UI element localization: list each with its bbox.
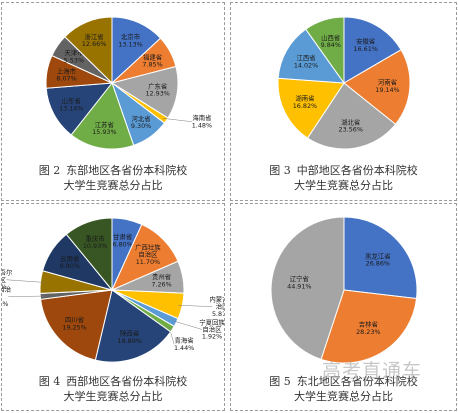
pie-leader-line-9 xyxy=(6,279,45,283)
caption-title: 东部地区各省份本科院校 xyxy=(66,164,188,177)
caption-east-line1: 图 2 东部地区各省份本科院校 xyxy=(2,163,224,178)
pie-slice-label-4: 宁夏回族自治区 1.92% xyxy=(199,317,224,340)
watermark-text: 高考直通车 xyxy=(322,360,423,382)
pie-slice-9 xyxy=(64,16,113,85)
caption-title: 东北地区各省份本科院校 xyxy=(296,375,418,388)
pie-slice-label-5: 江苏省 15.93% xyxy=(92,120,116,136)
pie-slice-label-5: 山西省 9.84% xyxy=(321,33,341,49)
pie-slice-1 xyxy=(320,289,418,364)
pie-slice-3 xyxy=(277,77,345,139)
pie-slice-4 xyxy=(277,28,346,84)
pie-panel-northeast: 黑龙江省 26.86% 吉林省 28.23% 辽宁省 44.91% 图 5 东北地区各省份本… xyxy=(230,203,457,411)
caption-subtitle: 大学生竞赛总分占比 xyxy=(294,179,393,192)
pie-slice-6 xyxy=(45,82,114,136)
pie-slice-label-4: 江西省 14.02% xyxy=(294,53,318,69)
pie-slice-label-3: 海南省 1.48% xyxy=(192,113,212,129)
pie-leader-line-3 xyxy=(178,305,213,307)
pie-slice-label-5: 青海省 1.44% xyxy=(174,336,194,352)
pie-leader-line-4 xyxy=(172,320,203,330)
pie-slice-label-1: 河南省 19.14% xyxy=(375,78,399,94)
pie-slice-label-6: 陕西省 18.89% xyxy=(118,329,142,345)
caption-title: 中部地区各省份本科院校 xyxy=(296,164,418,177)
pie-leader-line-8 xyxy=(8,295,45,297)
caption-west: 图 4 西部地区各省份本科院校 大学生竞赛总分占比 xyxy=(2,374,224,404)
caption-central: 图 3 中部地区各省份本科院校 大学生竞赛总分占比 xyxy=(231,163,456,193)
caption-title: 西部地区各省份本科院校 xyxy=(66,375,188,388)
pie-chart-east: 北京市 13.13%福建省 7.85% 广东省 12.93% 海南省 1.48% 河北省 9.3… xyxy=(45,16,212,150)
pie-slice-label-11: 重庆市 10.93% xyxy=(83,234,107,250)
pie-panel-central: 安徽省 16.61% 河南省 19.14% 湖北省 23.56% 湖南省 16.82% 江西省 1… xyxy=(230,2,457,201)
pie-slice-label-7: 四川省 19.25% xyxy=(62,315,86,331)
pie-slice-label-2: 广东省 12.93% xyxy=(145,81,169,97)
caption-east: 图 2 东部地区各省份本科院校 大学生竞赛总分占比 xyxy=(2,163,224,193)
pie-slice-label-8: 天津市 5.53% xyxy=(64,48,84,64)
caption-northeast-line1: 图 5 东北地区各省份本科院校 xyxy=(231,374,456,389)
pie-slice-0 xyxy=(343,216,418,300)
figure-label: 图 3 xyxy=(269,164,291,177)
pie-slice-6 xyxy=(94,289,172,363)
pie-slice-1 xyxy=(343,49,411,125)
pie-chart-northeast: 黑龙江省 26.86% 吉林省 28.23% 辽宁省 44.91% xyxy=(270,216,418,364)
pie-leader-line-3 xyxy=(162,118,192,122)
pie-slice-label-0: 安徽省 16.61% xyxy=(354,37,378,53)
pie-slice-label-9: 新疆维吾尔自治区5.08% xyxy=(2,268,13,291)
pie-slice-label-10: 云南省 9.80% xyxy=(60,254,80,270)
pie-slice-7 xyxy=(40,289,113,361)
pie-slice-label-6: 山东省 13.14% xyxy=(59,96,83,112)
pie-slice-label-9: 浙江省 12.66% xyxy=(82,32,106,48)
pie-slice-label-3: 内蒙古自治区5.81% xyxy=(209,294,224,317)
pie-slice-label-2: 贵州省 7.26% xyxy=(151,272,171,288)
pie-slice-label-0: 甘肃省 6.80% xyxy=(113,232,133,248)
pie-slice-label-0: 黑龙江省 26.86% xyxy=(365,251,391,267)
pie-leader-line-5 xyxy=(168,326,175,345)
pie-slice-label-1: 吉林省 28.23% xyxy=(356,320,380,336)
pie-slice-11 xyxy=(65,217,113,292)
figure-label: 图 4 xyxy=(38,375,61,388)
pie-slice-label-4: 河北省 9.30% xyxy=(131,114,151,130)
pie-slice-2 xyxy=(306,82,397,150)
pie-slice-label-3: 湖南省 16.82% xyxy=(293,94,317,110)
caption-northeast: 图 5 东北地区各省份本科院校 大学生竞赛总分占比 xyxy=(231,374,456,404)
pie-slice-5 xyxy=(305,16,345,85)
pie-slice-label-7: 上海市 8.07% xyxy=(56,66,76,82)
pie-slice-label-2: 辽宁省 44.91% xyxy=(287,274,311,290)
pie-slice-2 xyxy=(270,216,345,360)
pie-slice-label-2: 湖北省 23.56% xyxy=(339,117,363,133)
caption-subtitle: 大学生竞赛总分占比 xyxy=(63,179,163,192)
pie-chart-central: 安徽省 16.61% 河南省 19.14% 湖北省 23.56% 湖南省 16.82% 江西省 1… xyxy=(277,16,411,150)
pie-panel-east: 北京市 13.13% 福建省 7.85% 广东省 12.93% 海南省 1.48% 河北省 9.3… xyxy=(1,2,225,201)
pie-slice-label-0: 北京市 13.13% xyxy=(118,32,142,48)
pie-slice-0 xyxy=(111,16,162,85)
caption-subtitle: 大学生竞赛总分占比 xyxy=(294,390,393,403)
caption-west-line1: 图 4 西部地区各省份本科院校 xyxy=(2,374,224,389)
figure-label: 图 5 xyxy=(269,375,291,388)
pie-slice-label-1: 福建省 7.85% xyxy=(142,52,162,68)
figure-label: 图 2 xyxy=(38,164,61,177)
pie-slice-label-1: 广西壮族自治区 11.70% xyxy=(135,242,161,265)
pie-slice-0 xyxy=(343,16,402,84)
caption-subtitle: 大学生竞赛总分占比 xyxy=(63,390,163,403)
caption-central-line1: 图 3 中部地区各省份本科院校 xyxy=(231,163,456,178)
pie-slice-5 xyxy=(70,81,135,150)
